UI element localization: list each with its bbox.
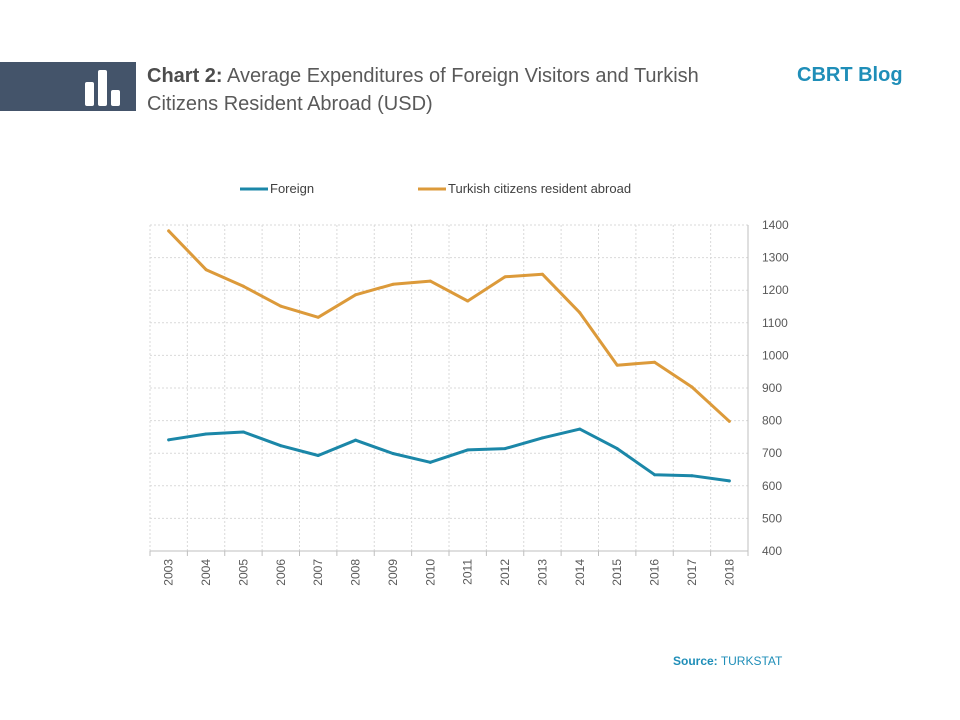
x-tick-label: 2003 bbox=[162, 559, 176, 586]
x-tick-label: 2009 bbox=[386, 559, 400, 586]
x-tick-label: 2011 bbox=[461, 559, 475, 585]
x-tick-label: 2004 bbox=[199, 559, 213, 586]
data-point-0 bbox=[391, 452, 395, 456]
data-point-1 bbox=[428, 279, 432, 283]
brand-name: CBRT Blog bbox=[797, 64, 903, 86]
x-tick-label: 2013 bbox=[535, 559, 549, 586]
data-point-0 bbox=[316, 453, 320, 457]
data-point-0 bbox=[167, 438, 171, 442]
x-tick-label: 2016 bbox=[648, 559, 662, 586]
x-tick-label: 2007 bbox=[311, 559, 325, 586]
data-point-1 bbox=[615, 363, 619, 367]
x-tick-label: 2005 bbox=[236, 559, 250, 586]
x-tick-label: 2018 bbox=[722, 559, 736, 586]
data-point-0 bbox=[615, 447, 619, 451]
y-tick-label: 1000 bbox=[762, 348, 789, 362]
chart-title-prefix: Chart 2: bbox=[147, 65, 223, 87]
data-point-1 bbox=[316, 315, 320, 319]
data-point-1 bbox=[690, 385, 694, 389]
data-point-1 bbox=[354, 293, 358, 297]
data-point-1 bbox=[241, 284, 245, 288]
x-tick-label: 2014 bbox=[573, 559, 587, 586]
series-line-0 bbox=[167, 427, 731, 483]
source-value: TURKSTAT bbox=[720, 654, 783, 668]
source-note: Source: TURKSTAT bbox=[673, 654, 782, 668]
data-point-0 bbox=[279, 444, 283, 448]
data-point-1 bbox=[204, 268, 208, 272]
data-point-0 bbox=[204, 432, 208, 436]
y-tick-label: 600 bbox=[762, 479, 782, 493]
legend-label-1: Turkish citizens resident abroad bbox=[448, 181, 631, 196]
data-point-0 bbox=[653, 473, 657, 477]
data-point-0 bbox=[727, 479, 731, 483]
y-tick-label: 700 bbox=[762, 446, 782, 460]
data-point-0 bbox=[540, 436, 544, 440]
data-point-1 bbox=[653, 360, 657, 364]
legend-label-0: Foreign bbox=[270, 181, 314, 196]
bar-chart-icon bbox=[85, 70, 120, 106]
data-point-1 bbox=[466, 299, 470, 303]
x-tick-label: 2010 bbox=[423, 559, 437, 586]
data-point-0 bbox=[354, 438, 358, 442]
data-point-0 bbox=[503, 447, 507, 451]
y-tick-label: 800 bbox=[762, 414, 782, 428]
x-tick-label: 2008 bbox=[349, 559, 363, 586]
y-tick-label: 500 bbox=[762, 511, 782, 525]
y-tick-label: 1100 bbox=[762, 316, 788, 330]
y-tick-label: 900 bbox=[762, 381, 782, 395]
header-logo-bar bbox=[0, 62, 136, 111]
y-tick-label: 400 bbox=[762, 544, 782, 558]
series-line-1 bbox=[167, 229, 731, 423]
data-point-0 bbox=[428, 460, 432, 464]
data-point-0 bbox=[690, 474, 694, 478]
data-point-1 bbox=[503, 275, 507, 279]
data-point-1 bbox=[578, 311, 582, 315]
data-point-1 bbox=[167, 229, 171, 233]
data-point-1 bbox=[279, 304, 283, 308]
chart-title-text: Average Expenditures of Foreign Visitors… bbox=[147, 65, 699, 115]
data-point-0 bbox=[466, 448, 470, 452]
chart-title: Chart 2: Average Expenditures of Foreign… bbox=[147, 62, 747, 118]
x-tick-label: 2006 bbox=[274, 559, 288, 586]
data-point-1 bbox=[391, 282, 395, 286]
data-point-1 bbox=[540, 272, 544, 276]
x-tick-label: 2015 bbox=[610, 559, 624, 586]
y-tick-label: 1200 bbox=[762, 283, 789, 297]
data-point-1 bbox=[727, 419, 731, 423]
y-tick-label: 1300 bbox=[762, 251, 789, 265]
x-tick-label: 2017 bbox=[685, 559, 699, 586]
y-tick-label: 1400 bbox=[762, 218, 789, 232]
x-tick-label: 2012 bbox=[498, 559, 512, 586]
source-label: Source: bbox=[673, 654, 718, 668]
data-point-0 bbox=[578, 427, 582, 431]
data-point-0 bbox=[241, 430, 245, 434]
